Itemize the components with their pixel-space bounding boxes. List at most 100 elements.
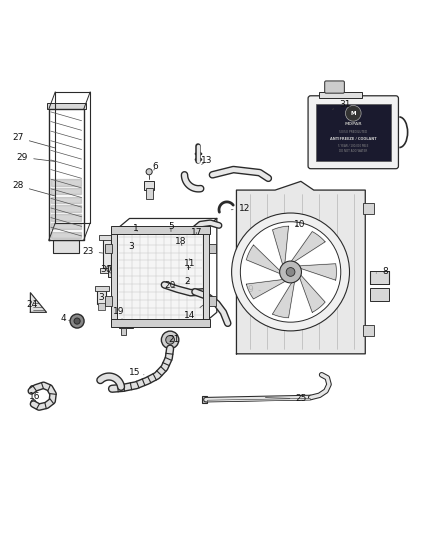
Bar <box>111 229 117 323</box>
Text: 3: 3 <box>128 243 134 252</box>
Bar <box>203 229 209 323</box>
Bar <box>103 236 111 269</box>
Polygon shape <box>51 214 81 221</box>
Text: 23: 23 <box>82 247 103 256</box>
Bar <box>117 229 204 323</box>
Polygon shape <box>298 264 336 280</box>
Text: 30: 30 <box>101 265 112 274</box>
Ellipse shape <box>29 386 35 393</box>
Text: 4: 4 <box>60 313 71 322</box>
Text: 24: 24 <box>27 301 38 310</box>
Text: ANTIFREEZE / COOLANT: ANTIFREEZE / COOLANT <box>330 137 377 141</box>
Text: MOPAR: MOPAR <box>344 122 362 126</box>
Bar <box>209 296 215 306</box>
Polygon shape <box>299 274 325 312</box>
Text: 5: 5 <box>168 222 174 231</box>
Polygon shape <box>290 231 325 263</box>
Text: 5 YEAR / 100,000 MILE: 5 YEAR / 100,000 MILE <box>338 144 368 148</box>
Polygon shape <box>272 226 289 266</box>
Text: 10: 10 <box>294 220 306 229</box>
Ellipse shape <box>195 152 202 155</box>
Text: 13: 13 <box>201 156 212 165</box>
Polygon shape <box>30 293 46 312</box>
Circle shape <box>346 106 361 121</box>
Text: DO NOT ADD WATER: DO NOT ADD WATER <box>339 149 367 153</box>
Text: 2: 2 <box>185 277 191 286</box>
Polygon shape <box>272 281 295 318</box>
Bar <box>202 395 207 403</box>
Bar <box>99 235 116 240</box>
Bar <box>46 103 86 109</box>
Circle shape <box>279 261 301 283</box>
Text: 11: 11 <box>184 259 195 268</box>
Polygon shape <box>246 279 286 299</box>
Polygon shape <box>246 245 281 274</box>
Bar <box>209 244 215 253</box>
Circle shape <box>180 244 184 248</box>
Circle shape <box>286 268 295 276</box>
Text: 14: 14 <box>184 305 203 320</box>
Text: 8: 8 <box>376 267 388 276</box>
Text: 19: 19 <box>113 307 124 319</box>
Bar <box>127 234 137 249</box>
Bar <box>95 286 109 290</box>
Circle shape <box>74 318 80 324</box>
Polygon shape <box>51 179 81 185</box>
Polygon shape <box>51 188 81 195</box>
Bar <box>53 240 79 253</box>
Polygon shape <box>51 205 81 212</box>
Bar <box>370 288 389 302</box>
Text: 1: 1 <box>133 223 139 232</box>
Bar <box>146 188 152 199</box>
Circle shape <box>232 213 350 331</box>
Text: 16: 16 <box>29 392 40 401</box>
Circle shape <box>185 259 191 265</box>
Bar <box>111 319 210 327</box>
Circle shape <box>146 169 152 175</box>
Bar <box>106 296 112 306</box>
Polygon shape <box>237 181 365 354</box>
Polygon shape <box>51 197 81 203</box>
Bar <box>370 271 389 284</box>
Text: M: M <box>350 111 356 116</box>
Text: 9: 9 <box>247 285 261 294</box>
Text: 3: 3 <box>98 293 104 302</box>
Bar <box>316 104 391 161</box>
Bar <box>370 271 389 284</box>
Circle shape <box>240 222 341 322</box>
Ellipse shape <box>31 400 36 407</box>
Bar <box>100 268 115 273</box>
Ellipse shape <box>117 386 124 390</box>
Bar <box>129 248 135 256</box>
Circle shape <box>161 331 179 349</box>
Ellipse shape <box>195 158 202 161</box>
Polygon shape <box>51 223 81 229</box>
Text: 21: 21 <box>169 335 180 344</box>
Text: 27: 27 <box>12 133 55 148</box>
Text: 28: 28 <box>12 181 55 196</box>
Text: 15: 15 <box>129 368 144 377</box>
Bar <box>319 92 362 99</box>
FancyBboxPatch shape <box>325 81 344 93</box>
Bar <box>108 265 116 277</box>
Text: 50/50 PREDILUTED: 50/50 PREDILUTED <box>339 130 367 134</box>
Text: 18: 18 <box>175 237 186 246</box>
Text: 12: 12 <box>231 204 250 213</box>
Bar <box>120 320 133 328</box>
Text: 6: 6 <box>153 161 159 171</box>
Bar <box>125 231 139 236</box>
Text: 17: 17 <box>191 228 202 237</box>
Circle shape <box>70 314 84 328</box>
Text: 25: 25 <box>265 394 307 403</box>
Circle shape <box>166 335 174 344</box>
Bar <box>111 226 210 234</box>
Bar <box>363 326 374 336</box>
Bar <box>363 203 374 214</box>
Text: 29: 29 <box>17 153 55 162</box>
Bar <box>144 181 154 190</box>
Text: 20: 20 <box>164 281 176 290</box>
FancyBboxPatch shape <box>308 96 399 169</box>
Bar <box>106 244 112 253</box>
Bar <box>97 288 106 304</box>
Polygon shape <box>51 231 81 238</box>
